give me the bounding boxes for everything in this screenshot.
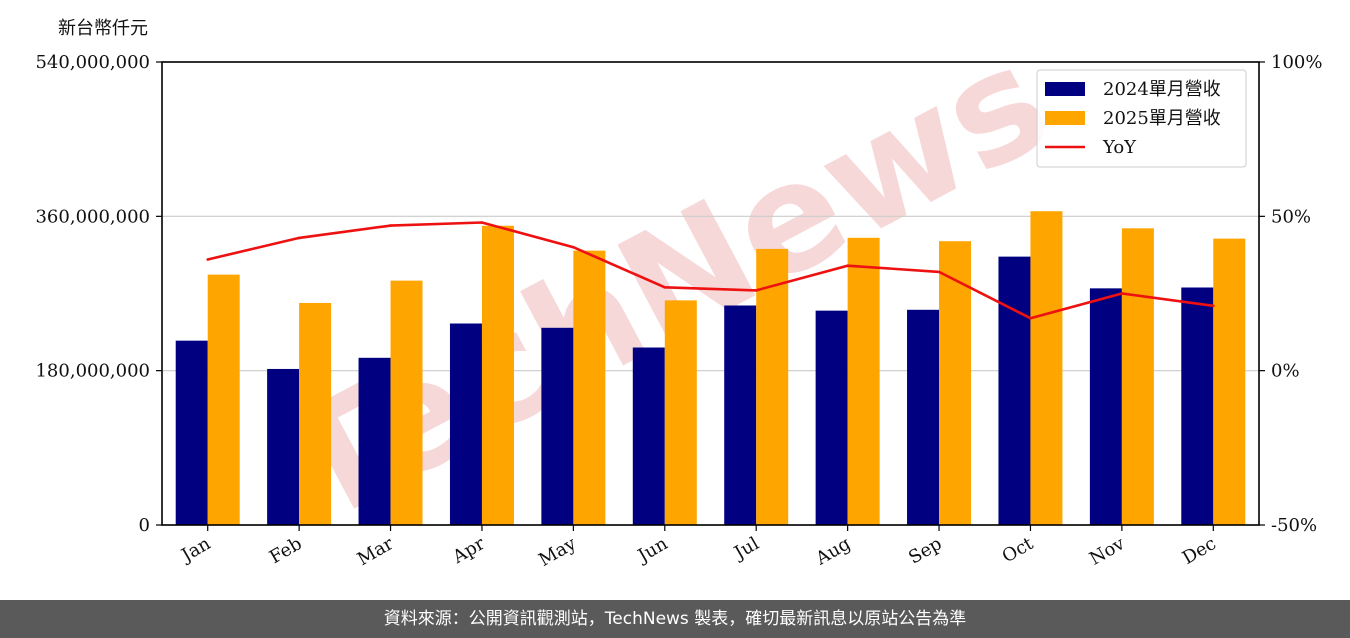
bar-2025-may <box>573 250 606 525</box>
y2-tick-label: 50% <box>1271 206 1311 227</box>
bar-2025-sep <box>939 241 972 525</box>
bar-2025-oct <box>1030 211 1063 525</box>
bar-2024-sep <box>907 309 940 525</box>
revenue-chart: TechNews 0180,000,000360,000,000540,000,… <box>35 12 1322 571</box>
bar-2024-jul <box>724 305 757 525</box>
yoy-point-apr <box>480 221 484 224</box>
bars <box>175 211 1246 526</box>
x-tick-label-jun: Jun <box>633 533 672 568</box>
x-tick-label-sep: Sep <box>905 533 945 568</box>
x-tick-label-jan: Jan <box>176 533 214 567</box>
yoy-point-dec <box>1211 304 1215 308</box>
x-tick-label-feb: Feb <box>266 533 306 568</box>
legend-box <box>1036 69 1247 168</box>
bar-2025-jan <box>207 274 240 525</box>
legend: 2024單月營收 2025單月營收 YoY <box>1036 69 1247 168</box>
source-footer: 資料來源：公開資訊觀測站，TechNews 製表，確切最新訊息以原站公告為準 <box>0 600 1350 638</box>
bar-2024-jan <box>175 340 208 525</box>
x-tick-label-dec: Dec <box>1179 533 1220 569</box>
yoy-point-jul <box>754 289 758 292</box>
yoy-point-feb <box>297 236 301 240</box>
x-tick-label-apr: Apr <box>448 533 488 568</box>
yoy-point-aug <box>846 264 849 268</box>
bar-2025-jun <box>664 300 697 525</box>
bar-2025-nov <box>1121 228 1154 525</box>
x-tick-label-nov: Nov <box>1086 533 1129 570</box>
bar-2025-dec <box>1213 238 1246 526</box>
yoy-point-may <box>572 245 575 249</box>
bar-2024-apr <box>449 323 482 525</box>
bar-2024-aug <box>815 310 848 525</box>
unit-label: 新台幣仟元 <box>58 18 148 39</box>
x-tick-label-aug: Aug <box>811 533 854 570</box>
bar-2025-apr <box>481 225 514 525</box>
y2-tick-label: 0% <box>1271 361 1300 382</box>
y2-tick-label: 100% <box>1271 52 1322 73</box>
legend-swatch <box>1045 111 1085 125</box>
legend-swatch <box>1045 82 1085 96</box>
x-tick-label-oct: Oct <box>999 533 1038 568</box>
yoy-point-oct <box>1029 316 1032 320</box>
yoy-point-mar <box>389 224 392 227</box>
y2-tick-label: -50% <box>1271 515 1317 536</box>
bar-2024-jun <box>632 347 665 525</box>
bar-2025-jul <box>756 248 789 526</box>
bar-2024-feb <box>267 368 300 525</box>
bar-2024-may <box>541 327 574 525</box>
x-tick-label-may: May <box>535 533 580 571</box>
y-tick-label: 360,000,000 <box>35 206 150 227</box>
bar-2024-oct <box>998 256 1031 525</box>
bar-2024-nov <box>1089 288 1122 525</box>
legend-label: 2025單月營收 <box>1103 108 1221 129</box>
bar-2025-feb <box>299 302 332 525</box>
y-tick-label: 0 <box>139 515 150 536</box>
yoy-line <box>207 221 1214 320</box>
yoy-point-nov <box>1120 292 1124 295</box>
yoy-line-layer <box>206 221 1215 320</box>
yoy-point-jun <box>663 286 667 289</box>
legend-label: YoY <box>1102 137 1137 158</box>
bar-2024-mar <box>358 357 391 525</box>
bar-2025-mar <box>390 280 423 525</box>
bar-2024-dec <box>1181 287 1214 525</box>
plot-frame <box>161 61 1260 526</box>
yoy-point-jan <box>206 258 210 261</box>
y-tick-label: 540,000,000 <box>35 52 150 73</box>
legend-label: 2024單月營收 <box>1103 79 1221 100</box>
bar-2025-aug <box>847 237 880 525</box>
x-tick-label-jul: Jul <box>729 533 763 565</box>
yoy-point-sep <box>937 270 941 274</box>
y-tick-label: 180,000,000 <box>35 361 150 382</box>
